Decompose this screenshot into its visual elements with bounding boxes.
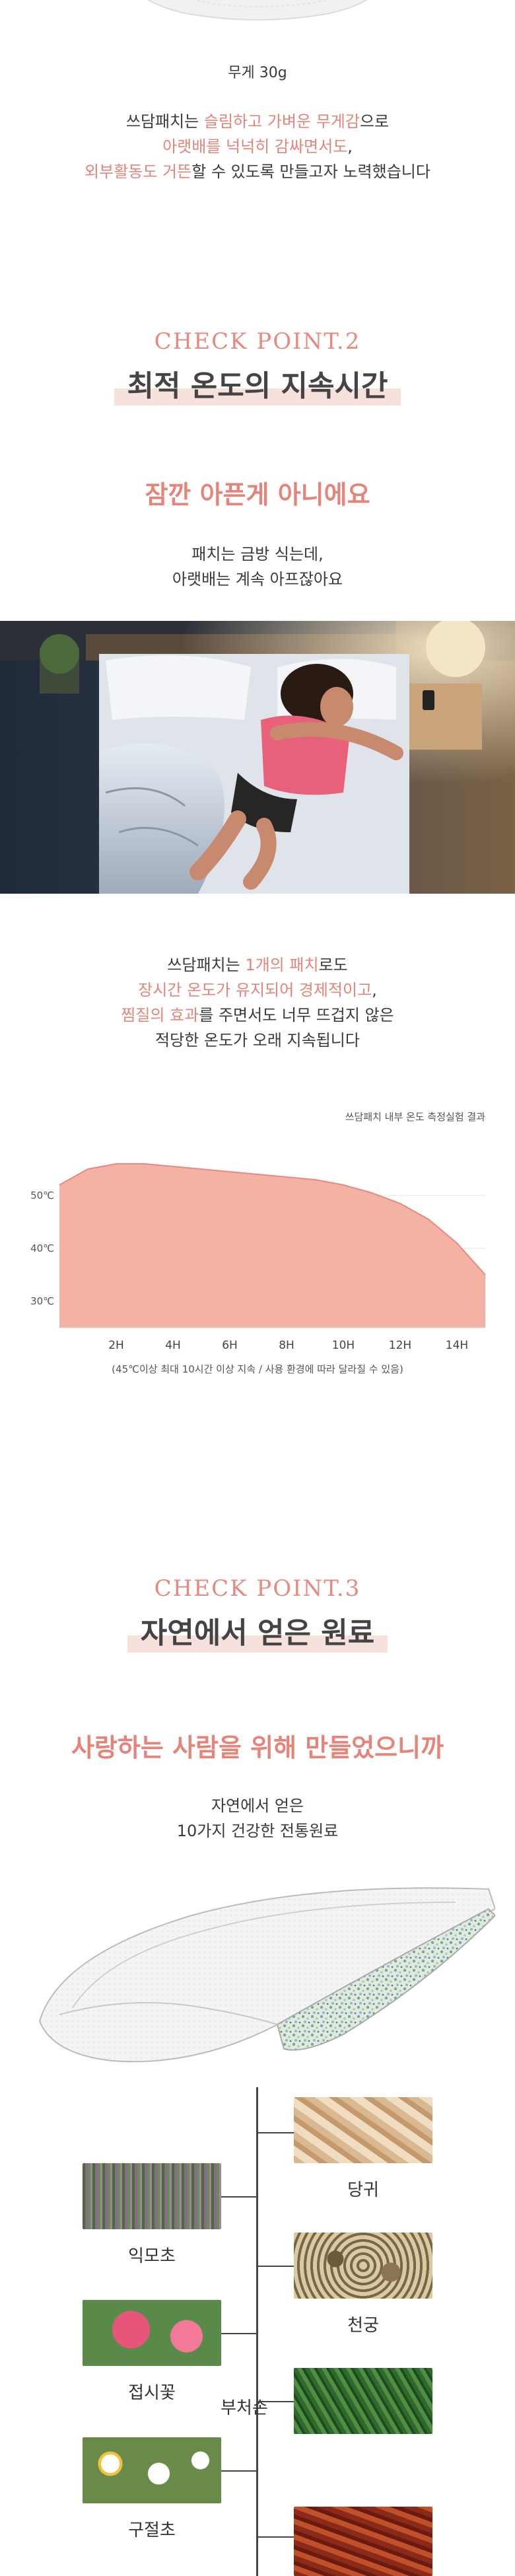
temperature-area-chart: 50℃ 40℃ 30℃ 2H 4H 6H 8H 10H 12H 14H	[30, 1163, 486, 1352]
herb-connector	[256, 2536, 294, 2538]
product-image-bottom	[112, 0, 403, 26]
checkpoint-2-label: CHECK POINT.2	[154, 328, 361, 355]
body-text: ,	[372, 981, 377, 999]
x-tick-label: 14H	[446, 1339, 468, 1352]
intro-line: 아랫배는 계속 아프잖아요	[172, 570, 343, 589]
intro-line: 10가지 건강한 전통원료	[176, 1822, 339, 1840]
checkpoint-2-intro: 패치는 금방 식는데, 아랫배는 계속 아프잖아요	[0, 542, 515, 592]
body-text: 할 수 있도록 만들고자 노력했습니다	[191, 162, 430, 181]
intro-line: 패치는 금방 식는데,	[191, 545, 324, 563]
body-text: 를 주면서도 너무 뜨겁지 않은	[199, 1006, 394, 1024]
highlight-text: 1개의 패치	[245, 956, 319, 974]
herb-connector	[221, 2470, 256, 2472]
x-tick-label: 8H	[279, 1339, 294, 1352]
herb-cheongung: 천궁	[294, 2233, 432, 2336]
temperature-chart: 쓰담패치 내부 온도 측정실험 결과 50℃ 40℃ 30℃ 2H 4H 6H 8H 10H 1…	[0, 1103, 515, 1380]
temperature-line	[59, 1163, 486, 1275]
highlight-text: 찜질의 효과	[121, 1006, 199, 1024]
herb-label: 당귀	[347, 2180, 379, 2200]
desc-line: 외부활동도 거뜬할 수 있도록 만들고자 노력했습니다	[0, 159, 515, 184]
body-text: 로도	[318, 956, 348, 974]
weight-caption: 무게 30g	[228, 65, 287, 81]
checkpoint-3-title: 자연에서 얻은 원료	[127, 1609, 388, 1653]
y-tick-label: 30℃	[30, 1295, 54, 1307]
desc-line: 장시간 온도가 유지되어 경제적이고,	[0, 978, 515, 1003]
checkpoint-3-intro: 자연에서 얻은 10가지 건강한 전통원료	[0, 1793, 515, 1843]
checkpoint-3-label: CHECK POINT.3	[154, 1575, 361, 1602]
slim-description: 쓰담패치는 슬림하고 가벼운 무게감으로 아랫배를 넉넉히 감싸면서도, 외부활…	[0, 109, 515, 184]
herb-label: 익모초	[128, 2246, 176, 2266]
herb-connector	[256, 2401, 294, 2402]
body-text: ,	[347, 137, 353, 156]
body-text: 으로	[359, 112, 390, 131]
herb-connector	[221, 2196, 256, 2198]
desc-line: 쓰담패치는 슬림하고 가벼운 무게감으로	[0, 109, 515, 134]
herb-connector	[256, 2266, 294, 2267]
herb-connector	[221, 2333, 256, 2334]
herb-extra-image	[294, 2507, 432, 2576]
herb-danggwi: 당귀	[294, 2097, 432, 2201]
economy-description: 쓰담패치는 1개의 패치로도 장시간 온도가 유지되어 경제적이고, 찜질의 효…	[0, 952, 515, 1053]
desc-line: 쓰담패치는 1개의 패치로도	[0, 952, 515, 978]
checkpoint-3-title-wrap: 자연에서 얻은 원료	[0, 1609, 515, 1653]
checkpoint-2-title-wrap: 최적 온도의 지속시간	[0, 362, 515, 406]
herb-tree-line	[256, 2087, 258, 2576]
x-tick-label: 10H	[332, 1339, 355, 1352]
body-text: 쓰담패치는	[125, 112, 204, 131]
woman-in-bed-photo	[0, 621, 515, 894]
herb-connector	[256, 2132, 294, 2133]
desc-line: 찜질의 효과를 주면서도 너무 뜨겁지 않은	[0, 1003, 515, 1028]
patch-cross-section-image	[33, 1876, 497, 2067]
body-text: 쓰담패치는	[167, 956, 246, 974]
desc-line: 적당한 온도가 오래 지속됩니다	[0, 1028, 515, 1053]
y-tick-label: 40℃	[30, 1242, 54, 1254]
intro-line: 자연에서 얻은	[211, 1797, 304, 1815]
herb-gujeolcho: 구절초	[83, 2437, 221, 2541]
ikmocho-image	[83, 2163, 221, 2229]
herb-ikmocho: 익모초	[83, 2163, 221, 2267]
checkpoint-3-subtitle: 사랑하는 사람을 위해 만들었으니까	[71, 1733, 444, 1762]
desc-line: 아랫배를 넉넉히 감싸면서도,	[0, 134, 515, 159]
checkpoint-2-title: 최적 온도의 지속시간	[114, 362, 401, 406]
cheongung-image	[294, 2233, 432, 2299]
highlight-text: 슬림하고 가벼운 무게감	[203, 112, 360, 131]
buchuson-image	[294, 2368, 432, 2434]
x-tick-label: 12H	[389, 1339, 411, 1352]
highlight-text: 외부활동도 거뜬	[85, 162, 192, 181]
body-text: 적당한 온도가 오래 지속됩니다	[155, 1031, 360, 1050]
herb-label: 접시꽃	[128, 2383, 176, 2403]
checkpoint-2-subtitle: 잠깐 아픈게 아니에요	[145, 480, 370, 509]
herb-label: 천궁	[347, 2316, 379, 2336]
x-tick-label: 4H	[165, 1339, 181, 1352]
herb-label: 구절초	[128, 2521, 176, 2540]
x-tick-label: 2H	[108, 1339, 124, 1352]
gujeolcho-image	[83, 2437, 221, 2503]
jeopsikkot-image	[83, 2300, 221, 2366]
x-tick-label: 6H	[222, 1339, 238, 1352]
chart-title: 쓰담패치 내부 온도 측정실험 결과	[345, 1111, 485, 1123]
danggwi-image	[294, 2097, 432, 2163]
red-bark-image	[294, 2507, 432, 2576]
herb-buchuson: 부처손	[221, 2368, 432, 2434]
chart-footnote: (45℃이상 최대 10시간 이상 지속 / 사용 환경에 따라 달라질 수 있…	[112, 1363, 403, 1375]
highlight-text: 장시간 온도가 유지되어 경제적이고	[138, 981, 372, 999]
highlight-text: 아랫배를 넉넉히 감싸면서도	[162, 137, 348, 156]
herb-jeopsikkot: 접시꽃	[83, 2300, 221, 2404]
y-tick-label: 50℃	[30, 1190, 54, 1201]
temperature-area	[59, 1164, 485, 1328]
